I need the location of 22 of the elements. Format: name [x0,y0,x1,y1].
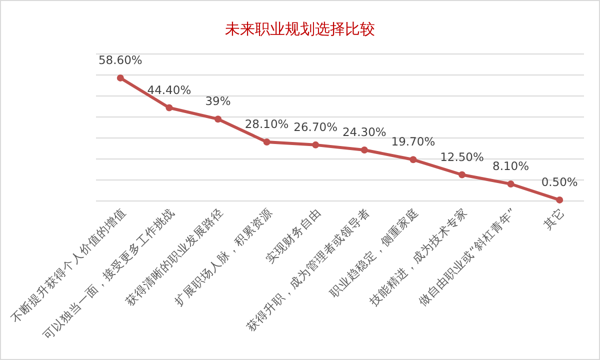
data-label: 0.50% [541,174,578,189]
point [458,171,466,178]
chart-title: 未来职业规划选择比较 [225,20,375,38]
data-label: 8.10% [492,158,530,173]
x-tick-label: 其它 [540,205,568,232]
point [116,74,124,82]
point [214,116,222,123]
data-label: 44.40% [147,82,192,97]
data-label: 26.70% [294,120,338,134]
data-label: 24.30% [342,124,386,139]
point [312,141,320,148]
point [263,138,270,146]
point [507,180,514,188]
data-label: 58.60% [98,52,142,67]
point [360,146,368,154]
point [410,156,417,164]
data-label: 19.70% [391,134,436,149]
data-label: 28.10% [244,116,289,131]
data-label: 12.50% [440,150,484,164]
data-label: 39% [205,94,231,108]
point [556,196,564,204]
point [166,104,173,112]
